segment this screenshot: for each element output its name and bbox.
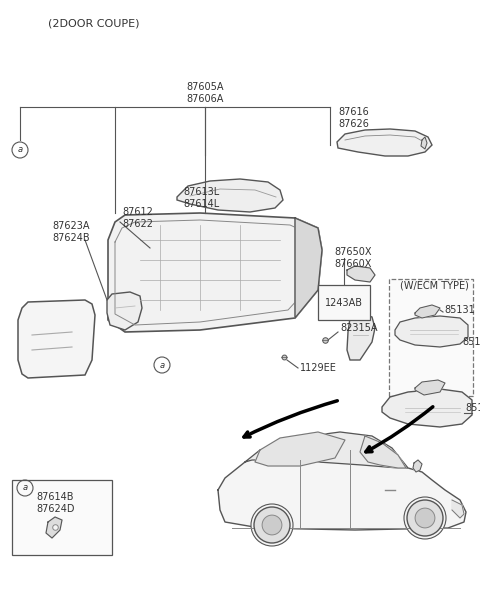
Text: 87623A
87624B: 87623A 87624B [52, 221, 90, 243]
Text: 1243AB: 1243AB [325, 298, 363, 308]
FancyBboxPatch shape [389, 279, 473, 396]
Polygon shape [218, 444, 466, 530]
Text: a: a [17, 145, 23, 155]
Polygon shape [415, 380, 445, 395]
Circle shape [254, 507, 290, 543]
Circle shape [415, 508, 435, 528]
Circle shape [404, 497, 446, 539]
PathPatch shape [347, 313, 375, 360]
Text: 82315A: 82315A [340, 323, 377, 333]
Text: 87650X
87660X: 87650X 87660X [334, 247, 372, 269]
PathPatch shape [108, 213, 322, 332]
Polygon shape [415, 305, 440, 318]
Polygon shape [295, 218, 322, 318]
Text: 87616
87626: 87616 87626 [338, 107, 369, 129]
PathPatch shape [382, 389, 472, 427]
Polygon shape [347, 266, 375, 282]
Text: 85101: 85101 [465, 403, 480, 413]
Polygon shape [413, 460, 422, 472]
Bar [318, 285, 370, 320]
PathPatch shape [395, 316, 468, 347]
Text: (2DOOR COUPE): (2DOOR COUPE) [48, 18, 140, 28]
Polygon shape [46, 517, 62, 538]
PathPatch shape [177, 179, 283, 212]
Polygon shape [452, 500, 464, 518]
Text: 85131: 85131 [444, 305, 475, 315]
Circle shape [407, 500, 443, 536]
Text: a: a [23, 483, 27, 493]
Text: a: a [159, 361, 165, 369]
Circle shape [262, 515, 282, 535]
PathPatch shape [107, 292, 142, 330]
Bar [12, 480, 112, 555]
Polygon shape [245, 432, 408, 468]
Circle shape [251, 504, 293, 546]
Text: 87612
87622: 87612 87622 [122, 207, 153, 229]
Text: 87614B
87624D: 87614B 87624D [36, 492, 74, 514]
Text: 87613L
87614L: 87613L 87614L [183, 187, 219, 209]
Polygon shape [255, 432, 345, 466]
Text: 87605A
87606A: 87605A 87606A [186, 82, 224, 104]
Polygon shape [360, 436, 406, 468]
PathPatch shape [18, 300, 95, 378]
Text: 1129EE: 1129EE [300, 363, 337, 373]
Polygon shape [421, 137, 427, 149]
PathPatch shape [337, 129, 432, 156]
Text: (W/ECM TYPE): (W/ECM TYPE) [400, 280, 469, 290]
Text: 85101: 85101 [462, 337, 480, 347]
